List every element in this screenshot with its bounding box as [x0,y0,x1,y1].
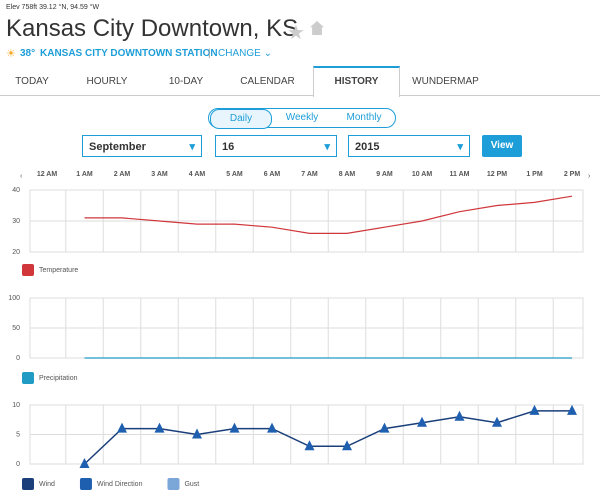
x-tick-label: 1 PM [526,171,543,178]
y-tick-label: 5 [16,431,20,438]
station-title: Kansas City Downtown, KS [6,15,299,42]
change-text[interactable]: CHANGE [218,48,261,59]
x-tick-label: 2 AM [114,171,131,178]
y-tick-label: 40 [12,187,20,194]
x-tick-label: 12 PM [487,171,507,178]
wind-marker [304,440,315,451]
legend-swatch [79,478,92,490]
tab[interactable]: HOURLY [86,76,128,87]
toggle-frame [208,108,396,128]
tab[interactable]: 10-DAY [168,76,204,87]
y-tick-label: 10 [12,402,20,409]
legend-swatch [167,478,180,490]
legend-swatch [22,478,34,490]
legend-label: Gust [184,481,199,488]
x-tick-label: 7 AM [301,171,318,178]
legend-label: Wind [39,481,55,488]
tab[interactable]: TODAY [15,76,49,87]
day-select[interactable]: 16 [215,135,337,158]
change-link[interactable]: CHANGE ⌄ [218,48,272,59]
home-icon[interactable] [310,21,324,35]
x-tick-label: 4 AM [189,171,206,178]
wind-marker [529,404,540,415]
tab[interactable]: CALENDAR [240,76,295,87]
wind-marker [79,458,90,468]
wind-marker [342,440,352,451]
x-tick-label: 8 AM [339,171,356,178]
year-select[interactable]: 2015 [348,135,470,158]
tab[interactable]: HISTORY [313,66,400,97]
legend-swatch [22,372,34,384]
view-button[interactable]: View [482,135,522,157]
wind-marker [117,422,127,433]
separator: | [208,48,211,59]
wind-marker [492,416,502,427]
x-tick-label: 3 AM [151,171,168,178]
legend-swatch [22,264,34,276]
x-tick-label: 1 AM [76,171,93,178]
station-name[interactable]: KANSAS CITY DOWNTOWN STATION [40,48,218,59]
y-tick-label: 0 [16,355,20,362]
y-tick-label: 30 [12,218,20,225]
wind-marker [567,404,577,415]
x-tick-label: 12 AM [37,171,58,178]
sun-icon: ☀ [6,48,16,60]
y-tick-label: 100 [8,295,20,302]
series-line [83,410,572,465]
toggle-option[interactable]: Daily [210,109,272,129]
wind-marker [379,422,390,433]
x-tick-label: 9 AM [376,171,393,178]
tab-rule [0,95,600,96]
y-tick-label: 20 [12,249,20,256]
y-tick-label: 0 [16,461,20,468]
series-line [84,195,573,234]
month-select[interactable]: September [82,135,202,158]
x-tick-label: 6 AM [264,171,281,178]
wind-marker [454,410,465,421]
x-tick-label: 5 AM [226,171,243,178]
legend-label: Temperature [39,267,78,274]
star-icon[interactable]: ★ [287,22,305,44]
tab[interactable]: WUNDERMAP [412,76,479,87]
current-temp: 38° [20,48,36,59]
toggle-option[interactable]: Monthly [346,112,382,123]
wind-marker [267,422,277,433]
x-tick-label: 10 AM [412,171,433,178]
wind-marker [192,428,202,439]
y-tick-label: 50 [12,325,20,332]
legend-label: Precipitation [39,375,78,382]
legend-label: Wind Direction [97,481,143,488]
x-tick-label: 11 AM [450,171,470,178]
wind-marker [417,416,427,427]
wind-marker [154,422,165,433]
wind-marker [229,422,240,433]
elevation: Elev 758ft 39.12 °N, 94.59 °W [6,4,100,11]
toggle-option[interactable]: Weekly [285,112,319,123]
x-tick-label: 2 PM [564,171,581,178]
nav-next: › [588,173,591,180]
nav-prev: ‹ [20,173,23,180]
